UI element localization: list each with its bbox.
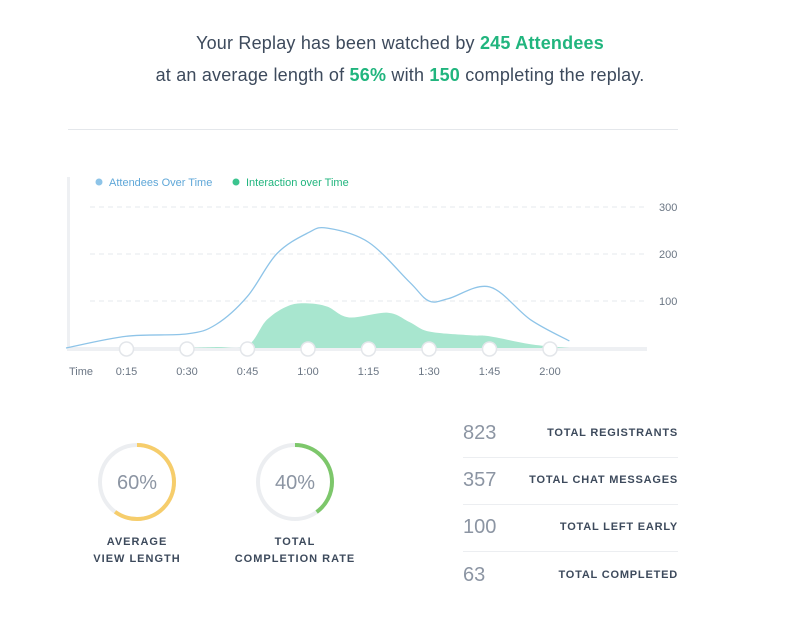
x-tick-marker [239,341,256,357]
summary-line-1: Your Replay has been watched by 245 Atte… [0,33,800,54]
metric-label-line: COMPLETION RATE [234,553,356,565]
divider [68,129,678,130]
summary-text: at an average length of [155,65,350,85]
stat-label: TOTAL REGISTRANTS [547,427,678,439]
chart-grid [67,177,647,351]
stat-divider [463,457,678,458]
x-tick-marker [421,341,437,357]
attendees-legend-label: Attendees Over Time [109,177,212,189]
metric-label-line: TOTAL [274,536,316,548]
summary-line-2: at an average length of 56% with 150 com… [0,65,800,86]
stat-label: TOTAL LEFT EARLY [559,521,678,533]
x-tick-label: 2:00 [539,366,560,378]
x-axis-line [67,347,647,351]
stat-divider [463,504,678,505]
donut-value: 40% [275,472,315,494]
metric-label: TOTAL COMPLETION RATE [215,534,375,568]
x-tick-label: 1:00 [297,366,318,378]
attendance-chart: 300 200 100 0:15 0:30 0:45 1:00 1:15 1:30 1:45 2:0… [65,177,677,378]
x-tick-marker [481,341,498,357]
attendees-line-layer [65,226,570,349]
stat-value: 357 [463,469,497,491]
donut-ring: 60% [98,443,176,521]
x-tick-label: 1:30 [418,366,439,378]
x-tick-marker [360,341,377,357]
interaction-area [187,303,570,348]
interaction-legend-label: Interaction over Time [246,177,349,189]
x-tick-marker [179,341,195,357]
metric-donut: 40% [253,440,337,524]
y-axis-line [67,177,70,350]
chart-legend: Attendees Over Time Interaction over Time [95,177,349,189]
metric-label-line: VIEW LENGTH [93,553,181,565]
summary-text: completing the replay. [460,65,645,85]
y-tick-label: 200 [659,249,677,261]
average-length-percent: 56% [349,65,387,85]
donut-progress-arc [256,443,334,521]
attendees-line [65,226,570,349]
stat-label: TOTAL CHAT MESSAGES [529,474,678,486]
y-tick-label: 300 [659,202,677,214]
donut-value: 60% [117,472,157,494]
x-tick-marker [118,341,135,357]
donut-ring: 40% [256,443,334,521]
metric-label-line: AVERAGE [106,536,168,548]
x-tick-label: 0:15 [116,366,137,378]
metric-donut: 60% [95,440,179,524]
completed-count: 150 [429,65,461,85]
stat-value: 63 [463,564,486,586]
x-tick-label: 0:30 [176,366,197,378]
x-tick-label: 1:15 [358,366,379,378]
interaction-area-layer [187,303,570,348]
x-tick-label: 0:45 [237,366,258,378]
x-tick-marker [300,341,316,357]
y-tick-label: 100 [659,296,677,308]
metric-label: AVERAGE VIEW LENGTH [57,534,217,568]
stat-value: 100 [463,516,497,538]
chart-axis: 300 200 100 0:15 0:30 0:45 1:00 1:15 1:30 1:45 2:0… [69,202,677,378]
summary-text: Your Replay has been watched by [196,33,480,53]
attendees-legend-dot [95,178,103,186]
stat-label: TOTAL COMPLETED [558,569,678,581]
stat-value: 823 [463,422,497,444]
attendee-count: 245 Attendees [479,33,604,53]
x-axis-label: Time [69,366,93,378]
interaction-legend-dot [232,178,240,186]
x-tick-label: 1:45 [479,366,500,378]
summary-text: with [386,65,430,85]
stat-divider [463,551,678,552]
donut-progress-arc [98,443,176,521]
x-tick-marker [542,341,558,357]
